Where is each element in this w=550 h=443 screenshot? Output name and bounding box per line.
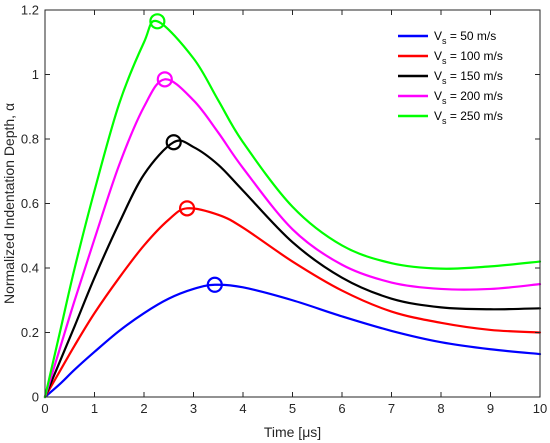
peak-marker-3 <box>165 134 182 151</box>
series-group-1 <box>43 276 542 399</box>
legend-label: Vs = 100 m/s <box>434 49 503 66</box>
series-layer <box>43 13 542 399</box>
series-group-5 <box>43 13 542 399</box>
x-tick-label: 7 <box>388 401 395 416</box>
x-tick-label: 8 <box>437 401 444 416</box>
y-tick-label: 0.4 <box>21 261 39 276</box>
legend-item-5: Vs = 250 m/s <box>398 109 503 126</box>
series-line-1 <box>43 283 542 399</box>
x-tick-label: 6 <box>338 401 345 416</box>
x-tick-label: 1 <box>91 401 98 416</box>
x-tick-label: 10 <box>533 401 547 416</box>
legend-item-4: Vs = 200 m/s <box>398 89 503 106</box>
legend-label: Vs = 200 m/s <box>434 89 503 106</box>
series-group-3 <box>43 134 542 399</box>
peak-marker-5 <box>149 13 166 30</box>
peak-marker-1 <box>206 276 223 293</box>
x-tick-label: 4 <box>239 401 246 416</box>
y-tick-label: 1.2 <box>21 3 39 18</box>
series-group-2 <box>43 200 542 399</box>
legend-label: Vs = 250 m/s <box>434 109 503 126</box>
series-group-4 <box>43 71 542 399</box>
axes-layer: 0 1 2 3 4 5 6 7 8 9 10 0 0.2 0.4 0.6 0.8 1 1.2 <box>21 3 547 417</box>
y-tick-label: 1 <box>32 67 39 82</box>
legend: Vs = 50 m/s Vs = 100 m/s Vs = 150 m/s Vs = … <box>398 29 503 126</box>
y-axis-label: Normalized Indentation Depth, α <box>1 103 17 304</box>
x-tick-label: 2 <box>140 401 147 416</box>
series-line-2 <box>43 207 542 399</box>
y-tick-label: 0 <box>32 390 39 405</box>
x-tick-label: 5 <box>289 401 296 416</box>
legend-item-2: Vs = 100 m/s <box>398 49 503 66</box>
peak-marker-4 <box>156 71 173 88</box>
series-line-3 <box>43 139 542 399</box>
y-tick-label: 0.6 <box>21 196 39 211</box>
x-tick-label: 9 <box>487 401 494 416</box>
x-axis-label: Time [μs] <box>264 424 321 440</box>
legend-label: Vs = 50 m/s <box>434 29 496 46</box>
x-tick-label: 3 <box>190 401 197 416</box>
legend-item-3: Vs = 150 m/s <box>398 69 503 86</box>
y-tick-label: 0.8 <box>21 132 39 147</box>
peak-marker-2 <box>178 200 196 217</box>
x-tick-label: 0 <box>41 401 48 416</box>
legend-label: Vs = 150 m/s <box>434 69 503 86</box>
series-line-5 <box>43 19 542 399</box>
y-tick-label: 0.2 <box>21 325 39 340</box>
legend-item-1: Vs = 50 m/s <box>398 29 496 46</box>
series-line-4 <box>43 78 542 399</box>
